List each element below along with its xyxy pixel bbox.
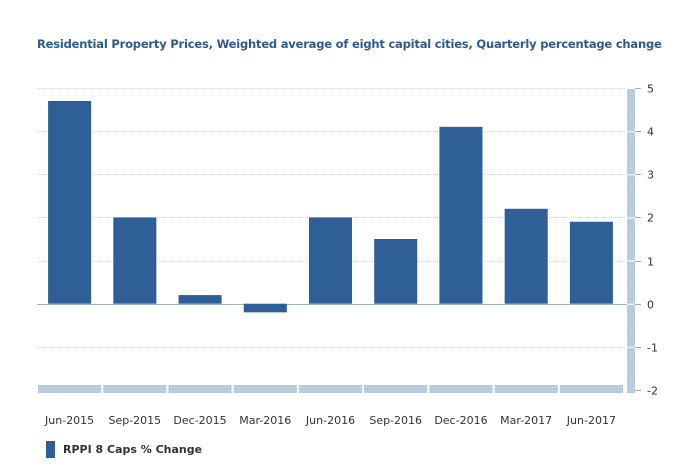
x-axis-band-segment	[103, 385, 167, 393]
y-tick-label: -2	[647, 385, 658, 398]
x-tick-label: Mar-2017	[500, 414, 552, 427]
y-tick-label: 0	[647, 299, 654, 312]
y-axis-band-segment	[627, 89, 635, 132]
x-axis-band-segment	[298, 385, 363, 393]
axes	[38, 88, 641, 393]
x-tick-label: Jun-2015	[44, 414, 94, 427]
y-axis-band-segment	[627, 304, 635, 347]
x-tick-label: Dec-2016	[434, 414, 487, 427]
legend-swatch	[46, 441, 55, 458]
y-tick-label: 4	[647, 126, 654, 139]
bar-mar-2016	[243, 303, 287, 313]
bar-sep-2015	[113, 217, 157, 304]
y-axis-band-segment	[627, 132, 635, 175]
axis-corner	[627, 385, 635, 393]
x-tick-label: Dec-2015	[173, 414, 226, 427]
y-axis-band-segment	[627, 218, 635, 261]
bar-mar-2017	[504, 208, 548, 304]
x-axis-band-segment	[559, 385, 623, 393]
y-tick-label: 5	[647, 83, 654, 96]
x-axis-band-segment	[429, 385, 493, 393]
y-axis-band-segment	[627, 175, 635, 218]
bar-jun-2015	[48, 100, 92, 304]
bar-jun-2016	[308, 217, 353, 304]
legend-label: RPPI 8 Caps % Change	[63, 443, 203, 456]
bar-jun-2017	[569, 221, 613, 304]
bar-sep-2016	[374, 239, 418, 304]
y-tick-label: 1	[647, 256, 654, 269]
x-tick-label: Sep-2015	[108, 414, 161, 427]
x-tick-label: Jun-2016	[305, 414, 355, 427]
legend: RPPI 8 Caps % Change	[46, 441, 202, 458]
chart-title: Residential Property Prices, Weighted av…	[37, 37, 662, 51]
y-tick-label: 2	[647, 212, 654, 225]
x-tick-label: Jun-2017	[566, 414, 616, 427]
x-axis-band-segment	[38, 385, 102, 393]
y-tick-label: 3	[647, 169, 654, 182]
bar-dec-2015	[178, 295, 222, 304]
x-tick-label: Sep-2016	[369, 414, 422, 427]
y-axis-band-segment	[627, 347, 635, 390]
bar-dec-2016	[439, 126, 483, 304]
x-axis-band-segment	[494, 385, 558, 393]
y-tick-label: -1	[647, 342, 658, 355]
x-axis-band-segment	[364, 385, 428, 393]
bars	[48, 100, 613, 313]
x-tick-label: Mar-2016	[239, 414, 291, 427]
axis-labels: 5 4 3 2 1 0 -1 -2 Jun-2015 Sep-2015 Dec-2015 Mar-20…	[44, 83, 658, 428]
y-axis-band-segment	[627, 261, 635, 304]
x-axis-band-segment	[233, 385, 297, 393]
x-axis-band-segment	[168, 385, 232, 393]
